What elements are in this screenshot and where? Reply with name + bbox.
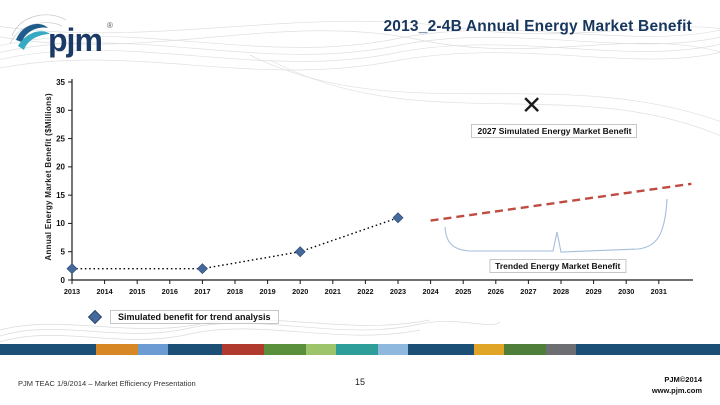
chart-axes [71, 79, 693, 281]
logo-wave-icon [16, 24, 48, 42]
brand-color-stripe [0, 344, 720, 355]
footer-right: PJM©2014 www.pjm.com [652, 375, 702, 396]
stripe-segment [546, 344, 576, 355]
stripe-segment [138, 344, 168, 355]
stripe-segment [264, 344, 306, 355]
slide-title: 2013_2-4B Annual Energy Market Benefit [383, 18, 692, 35]
stripe-segment [474, 344, 504, 355]
chart-legend: Simulated benefit for trend analysis [87, 309, 279, 325]
chart-series [66, 97, 692, 275]
pjm-logo: pjm ® [10, 14, 113, 58]
trend-callout-shape [444, 198, 668, 253]
svg-text:0: 0 [61, 276, 66, 285]
svg-text:2023: 2023 [390, 287, 406, 296]
svg-text:2031: 2031 [651, 287, 667, 296]
svg-text:30: 30 [56, 106, 65, 115]
stripe-segment [168, 344, 222, 355]
stripe-segment [222, 344, 264, 355]
stripe-segment [504, 344, 546, 355]
legend-diamond-marker [87, 309, 103, 325]
svg-text:2017: 2017 [194, 287, 210, 296]
svg-text:35: 35 [56, 78, 65, 87]
svg-text:2021: 2021 [325, 287, 341, 296]
svg-text:2025: 2025 [455, 287, 471, 296]
svg-text:2022: 2022 [357, 287, 373, 296]
svg-text:25: 25 [56, 134, 65, 143]
logo-registered-mark: ® [107, 21, 113, 30]
stripe-segment [576, 344, 720, 355]
stripe-segment [408, 344, 474, 355]
svg-text:2015: 2015 [129, 287, 145, 296]
svg-text:2026: 2026 [488, 287, 504, 296]
svg-text:2030: 2030 [618, 287, 634, 296]
svg-text:2024: 2024 [422, 287, 439, 296]
svg-text:10: 10 [56, 219, 65, 228]
stripe-segment [0, 344, 96, 355]
svg-text:5: 5 [61, 248, 66, 257]
svg-text:2027: 2027 [520, 287, 536, 296]
footer-left: PJM TEAC 1/9/2014 – Market Efficiency Pr… [18, 379, 196, 388]
stripe-segment [306, 344, 336, 355]
footer-copyright: PJM©2014 [664, 375, 702, 384]
svg-text:2014: 2014 [96, 287, 113, 296]
svg-text:2019: 2019 [259, 287, 275, 296]
svg-text:2020: 2020 [292, 287, 308, 296]
page-number: 15 [354, 377, 365, 387]
stripe-segment [378, 344, 408, 355]
logo-text: pjm [48, 22, 102, 58]
footer-url: www.pjm.com [651, 385, 702, 395]
legend-label: Simulated benefit for trend analysis [110, 310, 279, 324]
svg-text:2018: 2018 [227, 287, 243, 296]
svg-text:2016: 2016 [162, 287, 178, 296]
svg-text:15: 15 [56, 191, 65, 200]
svg-text:2013: 2013 [64, 287, 80, 296]
chart-area: 0 5 10 15 20 25 30 35 2013 2014 2015 2016 2017 2018 20… [38, 68, 700, 304]
stripe-segment [336, 344, 378, 355]
svg-text:2029: 2029 [585, 287, 601, 296]
svg-text:2028: 2028 [553, 287, 569, 296]
stripe-segment [96, 344, 138, 355]
svg-text:20: 20 [56, 163, 65, 172]
